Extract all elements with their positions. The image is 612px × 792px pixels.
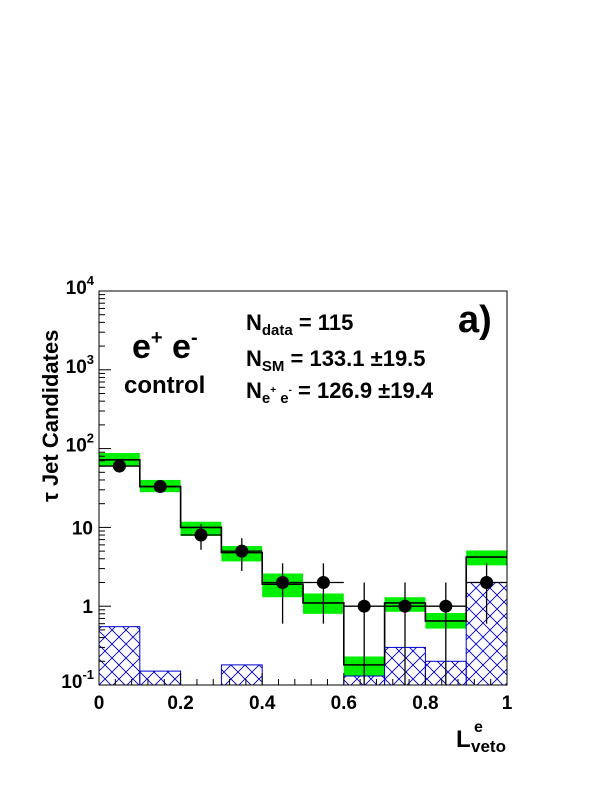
data-point bbox=[112, 459, 126, 473]
chart-title: e+ e- bbox=[132, 327, 198, 366]
x-tick-label: 0.6 bbox=[331, 693, 357, 714]
data-point bbox=[153, 480, 167, 494]
background-bar bbox=[98, 626, 141, 686]
background-bar bbox=[220, 664, 263, 686]
title-sup1: + bbox=[151, 327, 163, 349]
stat-line: Ndata = 115 bbox=[246, 310, 353, 339]
y-tick-label: 102 bbox=[66, 431, 94, 457]
stat-line: NSM = 133.1 ±19.5 bbox=[246, 346, 426, 375]
x-tick-label: 0.8 bbox=[412, 693, 438, 714]
title-e1: e bbox=[132, 328, 151, 366]
plot-frame bbox=[98, 290, 508, 686]
x-tick-label: 0.2 bbox=[167, 693, 193, 714]
data-point bbox=[316, 575, 330, 589]
data-point bbox=[398, 599, 412, 613]
y-tick-label: 10-1 bbox=[61, 667, 94, 693]
background-bar bbox=[139, 670, 182, 686]
chart-subtitle: control bbox=[124, 372, 205, 399]
x-axis-label: L bbox=[456, 726, 471, 753]
data-point bbox=[439, 599, 453, 613]
x-tick-label: 0 bbox=[94, 693, 105, 714]
stats-box: Ndata = 115 NSM = 133.1 ±19.5 Ne+ e- = 126… bbox=[246, 310, 434, 407]
x-label-sup: e bbox=[474, 719, 483, 736]
y-tick-label: 10 bbox=[72, 518, 93, 539]
panel-label: a) bbox=[458, 299, 492, 341]
y-tick-label: 1 bbox=[82, 597, 93, 618]
data-point bbox=[276, 575, 290, 589]
data-point bbox=[235, 544, 249, 558]
x-tick-label: 1 bbox=[502, 693, 513, 714]
data-point bbox=[194, 528, 208, 542]
data-point bbox=[357, 599, 371, 613]
y-tick-label: 103 bbox=[66, 352, 94, 378]
y-tick-label: 104 bbox=[66, 273, 95, 299]
data-point bbox=[480, 575, 494, 589]
x-label-sub: veto bbox=[471, 737, 506, 756]
title-sup2: - bbox=[191, 327, 198, 349]
y-axis-label: τ Jet Candidates bbox=[38, 330, 63, 502]
x-label-main: L bbox=[456, 726, 471, 753]
plot-area: 0 0.2 0.4 0.6 0.8 1 10-1 1 10 102 103 104 bbox=[61, 273, 512, 714]
stat-line: Ne+ e- = 126.9 ±19.4 bbox=[246, 378, 434, 407]
title-e2: e bbox=[163, 328, 191, 366]
x-tick-label: 0.4 bbox=[249, 693, 276, 714]
uncertainty-band-bin bbox=[466, 550, 507, 566]
